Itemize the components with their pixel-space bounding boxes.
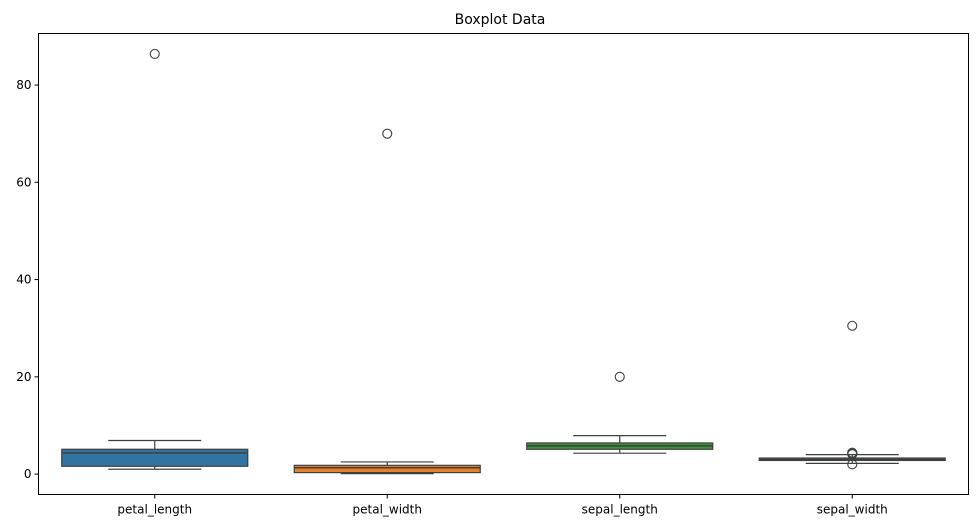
outlier-point — [847, 459, 858, 470]
outlier-point — [149, 48, 160, 59]
box-petal_width — [293, 464, 481, 474]
x-tick-label: sepal_width — [817, 503, 888, 517]
outlier-point — [382, 128, 393, 139]
plot-frame — [38, 33, 969, 495]
chart-title: Boxplot Data — [455, 12, 546, 28]
y-tick-label: 20 — [16, 370, 31, 384]
y-tick-label: 40 — [16, 273, 31, 287]
outlier-point — [847, 320, 858, 331]
x-tick-label: sepal_length — [582, 503, 658, 517]
x-tick-label: petal_width — [353, 503, 422, 517]
outlier-point — [614, 371, 625, 382]
y-tick-label: 60 — [16, 175, 31, 189]
plot-area: 0 20 40 60 80 petal_length petal_width sepal_le… — [16, 48, 946, 517]
outlier-point — [847, 448, 858, 459]
box-petal_length — [61, 448, 249, 467]
x-tick-label: petal_length — [117, 503, 192, 517]
y-tick-label: 0 — [24, 467, 32, 481]
y-tick-label: 80 — [16, 78, 31, 92]
